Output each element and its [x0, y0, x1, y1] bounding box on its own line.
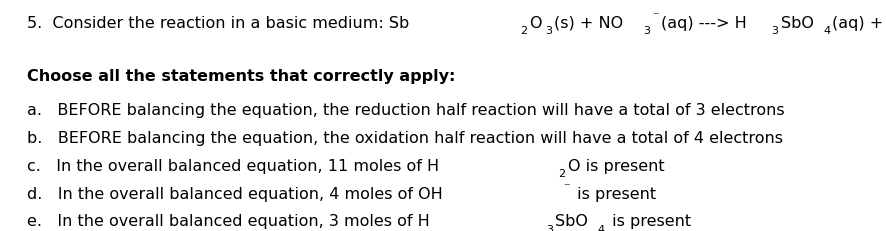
- Text: c.   In the overall balanced equation, 11 moles of H: c. In the overall balanced equation, 11 …: [27, 159, 439, 174]
- Text: ⁻: ⁻: [652, 10, 658, 24]
- Text: (aq) + NO(g): (aq) + NO(g): [831, 16, 886, 31]
- Text: O is present: O is present: [567, 159, 664, 174]
- Text: (aq) ---> H: (aq) ---> H: [660, 16, 746, 31]
- Text: is present: is present: [571, 187, 655, 202]
- Text: 5.  Consider the reaction in a basic medium: Sb: 5. Consider the reaction in a basic medi…: [27, 16, 408, 31]
- Text: 4: 4: [822, 26, 829, 36]
- Text: Choose all the statements that correctly apply:: Choose all the statements that correctly…: [27, 69, 455, 84]
- Text: a.   BEFORE balancing the equation, the reduction half reaction will have a tota: a. BEFORE balancing the equation, the re…: [27, 103, 783, 119]
- Text: SbO: SbO: [555, 214, 587, 229]
- Text: 3: 3: [546, 225, 553, 231]
- Text: 3: 3: [642, 26, 649, 36]
- Text: e.   In the overall balanced equation, 3 moles of H: e. In the overall balanced equation, 3 m…: [27, 214, 429, 229]
- Text: 3: 3: [771, 26, 778, 36]
- Text: b.   BEFORE balancing the equation, the oxidation half reaction will have a tota: b. BEFORE balancing the equation, the ox…: [27, 131, 781, 146]
- Text: d.   In the overall balanced equation, 4 moles of OH: d. In the overall balanced equation, 4 m…: [27, 187, 442, 202]
- Text: 2: 2: [519, 26, 526, 36]
- Text: is present: is present: [606, 214, 690, 229]
- Text: 2: 2: [558, 169, 565, 179]
- Text: SbO: SbO: [780, 16, 812, 31]
- Text: O: O: [528, 16, 541, 31]
- Text: 3: 3: [545, 26, 552, 36]
- Text: (s) + NO: (s) + NO: [554, 16, 623, 31]
- Text: ⁻: ⁻: [563, 181, 569, 195]
- Text: 4: 4: [597, 225, 604, 231]
